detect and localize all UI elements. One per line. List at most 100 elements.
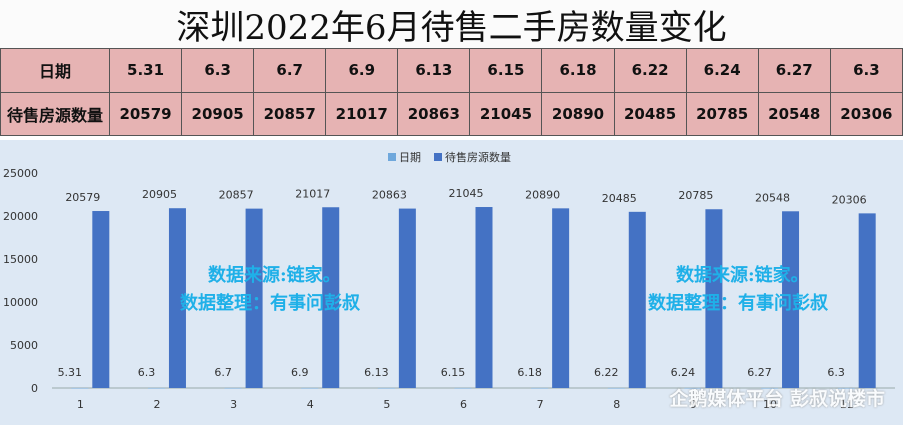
table-cell-date: 6.3 bbox=[829, 48, 903, 93]
bar-count bbox=[782, 211, 800, 388]
bar-count bbox=[398, 208, 416, 388]
bar-date bbox=[607, 387, 625, 389]
data-label-count: 21045 bbox=[449, 187, 484, 200]
bar-count bbox=[858, 213, 876, 388]
table-header-count: 待售房源数量 bbox=[0, 91, 110, 136]
table-cell-date: 6.3 bbox=[181, 48, 255, 93]
x-tick-label: 9 bbox=[690, 398, 697, 411]
table-cell-count: 20890 bbox=[541, 91, 615, 136]
table-cell-date: 6.18 bbox=[541, 48, 615, 93]
data-label-count: 20306 bbox=[832, 193, 867, 206]
x-tick-label: 10 bbox=[763, 398, 777, 411]
data-table: 日期 5.31 6.3 6.7 6.9 6.13 6.15 6.18 6.22 6.24 6.27… bbox=[0, 48, 903, 136]
bar-date bbox=[761, 387, 779, 389]
x-tick-label: 7 bbox=[537, 398, 544, 411]
data-label-date: 6.3 bbox=[138, 366, 156, 379]
watermark-left-line1: 数据来源:链家。 bbox=[208, 265, 341, 286]
data-label-date: 6.3 bbox=[827, 366, 845, 379]
x-tick-label: 1 bbox=[77, 398, 84, 411]
bar-date bbox=[684, 387, 702, 389]
table-cell-count: 20905 bbox=[181, 91, 255, 136]
legend-label-count: 待售房源数量 bbox=[445, 150, 511, 164]
bar-count bbox=[245, 208, 263, 388]
bar-count bbox=[475, 207, 493, 388]
bar-count bbox=[628, 211, 646, 388]
watermark-right: 数据来源:链家。 数据整理：有事问彭叔 bbox=[648, 262, 828, 318]
table-cell-date: 6.7 bbox=[253, 48, 327, 93]
bar-date bbox=[454, 387, 472, 389]
chart-title: 深圳2022年6月待售二手房数量变化 bbox=[0, 0, 903, 48]
table-row-counts: 待售房源数量 20579 20905 20857 21017 20863 21045 208… bbox=[0, 91, 903, 136]
bar-chart: 0 5000 10000 15000 20000 25000 5.31 20579 1 6.3 20… bbox=[0, 140, 903, 425]
bar-count bbox=[92, 211, 110, 388]
y-tick-label: 20000 bbox=[3, 210, 38, 223]
bar-date bbox=[837, 387, 855, 389]
y-tick-label: 0 bbox=[31, 382, 38, 395]
table-cell-date: 6.27 bbox=[757, 48, 831, 93]
bar-count bbox=[322, 207, 340, 388]
data-label-count: 20485 bbox=[602, 192, 637, 205]
table-cell-count: 20579 bbox=[108, 91, 183, 136]
data-label-count: 20857 bbox=[219, 189, 254, 202]
data-label-count: 20863 bbox=[372, 189, 407, 202]
table-row-dates: 日期 5.31 6.3 6.7 6.9 6.13 6.15 6.18 6.22 6.24 6.27… bbox=[0, 48, 903, 93]
data-label-date: 5.31 bbox=[58, 366, 83, 379]
footer-watermark: 企鹅媒体平台 彭叔说楼市 bbox=[669, 388, 885, 410]
data-label-count: 20785 bbox=[678, 189, 713, 202]
y-tick-label: 5000 bbox=[10, 339, 38, 352]
data-label-count: 20890 bbox=[525, 188, 560, 201]
x-tick-label: 6 bbox=[460, 398, 467, 411]
y-tick-label: 10000 bbox=[3, 296, 38, 309]
data-label-date: 6.27 bbox=[747, 366, 772, 379]
table-cell-count: 20863 bbox=[397, 91, 471, 136]
y-tick-label: 15000 bbox=[3, 253, 38, 266]
data-label-count: 20905 bbox=[142, 188, 177, 201]
x-tick-label: 2 bbox=[153, 398, 160, 411]
legend-swatch-date bbox=[388, 153, 396, 161]
bar-count bbox=[552, 208, 570, 388]
watermark-right-line2: 数据整理：有事问彭叔 bbox=[648, 293, 828, 314]
table-cell-count: 20785 bbox=[685, 91, 759, 136]
table-cell-date: 6.15 bbox=[469, 48, 543, 93]
x-tick-label: 4 bbox=[307, 398, 314, 411]
chart-svg: 0 5000 10000 15000 20000 25000 5.31 20579 1 6.3 20… bbox=[3, 150, 895, 411]
data-label-date: 6.24 bbox=[671, 366, 696, 379]
table-cell-date: 6.24 bbox=[685, 48, 759, 93]
data-label-date: 6.9 bbox=[291, 366, 309, 379]
table-cell-count: 20485 bbox=[613, 91, 687, 136]
table-cell-count: 20857 bbox=[253, 91, 327, 136]
bar-date bbox=[377, 387, 395, 389]
data-label-date: 6.7 bbox=[214, 366, 232, 379]
table-header-date: 日期 bbox=[0, 48, 110, 93]
y-tick-label: 25000 bbox=[3, 167, 38, 180]
data-label-count: 20548 bbox=[755, 191, 790, 204]
data-label-date: 6.18 bbox=[517, 366, 542, 379]
x-tick-label: 8 bbox=[613, 398, 620, 411]
table-cell-count: 21017 bbox=[325, 91, 399, 136]
table-cell-date: 6.13 bbox=[397, 48, 471, 93]
data-label-count: 21017 bbox=[295, 187, 330, 200]
table-cell-count: 20306 bbox=[829, 91, 903, 136]
table-cell-date: 6.9 bbox=[325, 48, 399, 93]
data-label-date: 6.13 bbox=[364, 366, 389, 379]
data-label-count: 20579 bbox=[65, 191, 100, 204]
x-tick-label: 11 bbox=[840, 398, 854, 411]
table-cell-date: 6.22 bbox=[613, 48, 687, 93]
bar-count bbox=[168, 208, 186, 388]
bar-date bbox=[147, 387, 165, 389]
bar-date bbox=[301, 387, 319, 389]
table-cell-count: 21045 bbox=[469, 91, 543, 136]
legend-swatch-count bbox=[434, 153, 442, 161]
data-label-date: 6.15 bbox=[441, 366, 466, 379]
data-label-date: 6.22 bbox=[594, 366, 619, 379]
x-tick-label: 3 bbox=[230, 398, 237, 411]
table-cell-count: 20548 bbox=[757, 91, 831, 136]
watermark-left: 数据来源:链家。 数据整理：有事问彭叔 bbox=[180, 262, 360, 318]
bar-date bbox=[531, 387, 549, 389]
watermark-right-line1: 数据来源:链家。 bbox=[676, 265, 809, 286]
bar-date bbox=[224, 387, 242, 389]
x-tick-label: 5 bbox=[383, 398, 390, 411]
watermark-left-line2: 数据整理：有事问彭叔 bbox=[180, 293, 360, 314]
table-cell-date: 5.31 bbox=[108, 48, 183, 93]
legend-label-date: 日期 bbox=[399, 151, 421, 164]
